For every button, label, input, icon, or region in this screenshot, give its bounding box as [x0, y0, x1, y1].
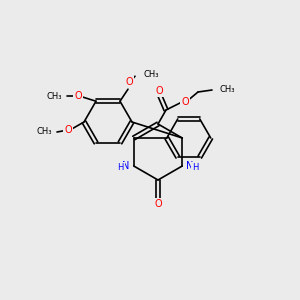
Text: O: O	[125, 77, 133, 87]
Text: O: O	[181, 97, 189, 107]
Text: N: N	[186, 161, 194, 171]
Text: N: N	[122, 161, 130, 171]
Text: H: H	[192, 163, 199, 172]
Text: O: O	[154, 199, 162, 209]
Text: CH₃: CH₃	[37, 128, 52, 136]
Text: O: O	[74, 91, 82, 101]
Text: H: H	[117, 163, 124, 172]
Text: CH₃: CH₃	[220, 85, 236, 94]
Text: CH₃: CH₃	[143, 70, 158, 79]
Text: CH₃: CH₃	[46, 92, 62, 101]
Text: O: O	[64, 125, 72, 135]
Text: O: O	[155, 86, 163, 96]
